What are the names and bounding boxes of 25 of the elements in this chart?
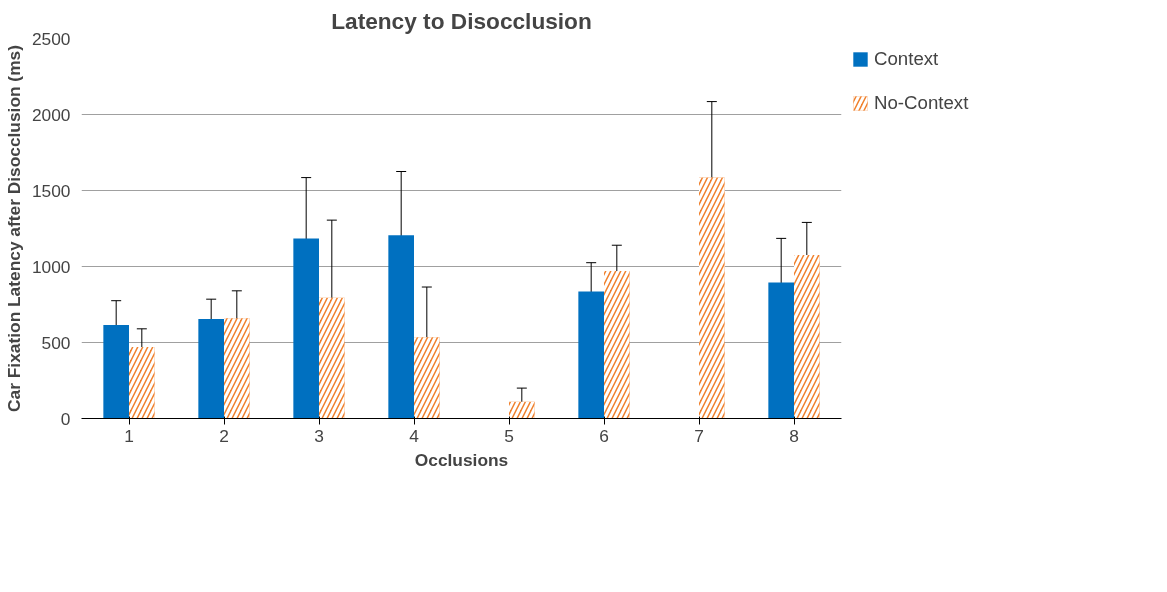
bar xyxy=(293,238,319,419)
x-tick-label: 2 xyxy=(219,425,229,446)
bar xyxy=(103,325,129,419)
x-axis-title: Occlusions xyxy=(414,449,509,470)
x-tick-label: 3 xyxy=(314,425,324,446)
x-tick-label: 6 xyxy=(599,425,609,446)
bar xyxy=(198,318,224,419)
y-tick-label: 1000 xyxy=(31,256,71,277)
chart-title: Latency to Disocclusion xyxy=(331,7,592,34)
x-tick-label: 5 xyxy=(504,425,514,446)
x-tick-label: 8 xyxy=(789,425,799,446)
legend-label: Context xyxy=(874,48,939,70)
legend-label: No-Context xyxy=(874,92,969,114)
bar xyxy=(388,235,414,419)
x-tick-label: 1 xyxy=(124,425,134,446)
x-tick-label: 4 xyxy=(409,425,420,446)
y-tick-label: 0 xyxy=(60,408,71,429)
bar xyxy=(768,282,794,419)
bar xyxy=(578,291,604,419)
x-tick-label: 7 xyxy=(694,425,704,446)
y-tick-label: 2000 xyxy=(31,104,71,125)
y-axis-title: Car Fixation Latency after Disocclusion (ms) xyxy=(3,45,24,412)
y-tick-label: 2500 xyxy=(31,28,71,49)
y-tick-label: 1500 xyxy=(31,180,71,201)
y-tick-label: 500 xyxy=(41,332,71,353)
